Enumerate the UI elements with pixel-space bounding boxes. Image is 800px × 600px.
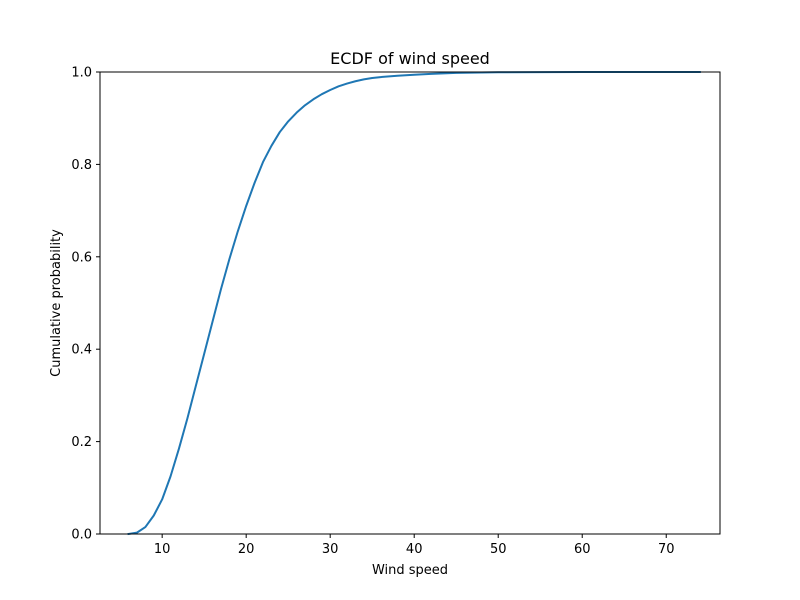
y-tick-label: 0.4	[71, 343, 92, 358]
x-tick-label: 30	[322, 542, 339, 557]
y-tick-label: 0.8	[71, 158, 92, 173]
y-tick-label: 0.2	[71, 435, 92, 450]
y-tick-label: 0.6	[71, 250, 92, 265]
chart-title: ECDF of wind speed	[330, 49, 490, 68]
axes-frame	[99, 71, 721, 535]
x-axis-ticks: 10 20 30 40 50 60 70	[154, 534, 675, 557]
x-tick-label: 50	[490, 542, 507, 557]
x-tick-label: 10	[154, 542, 171, 557]
x-tick-label: 20	[238, 542, 255, 557]
ecdf-line	[127, 70, 701, 536]
x-axis-label: Wind speed	[372, 563, 448, 578]
x-tick-label: 40	[406, 542, 423, 557]
y-axis-label: Cumulative probability	[49, 229, 64, 377]
y-tick-label: 0.0	[71, 528, 92, 543]
x-tick-label: 70	[658, 542, 675, 557]
y-tick-label: 1.0	[71, 66, 92, 81]
y-axis-ticks: 0.0 0.2 0.4 0.6 0.8 1.0	[71, 66, 100, 543]
x-tick-label: 60	[574, 542, 591, 557]
